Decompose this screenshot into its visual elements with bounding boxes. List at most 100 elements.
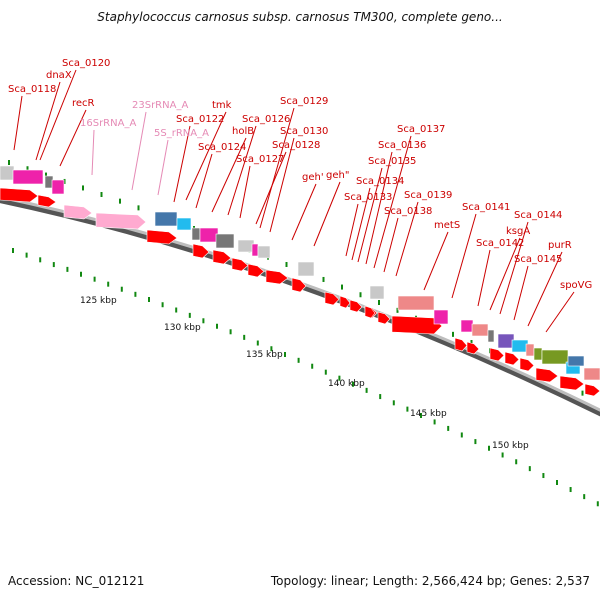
gene-label[interactable]: Sca_0134 xyxy=(356,176,404,187)
gene-label[interactable]: holB xyxy=(232,126,254,137)
gene-label[interactable]: Sca_0137 xyxy=(397,124,445,135)
leader-line xyxy=(195,153,213,209)
tick-dot xyxy=(100,192,103,197)
leader-line xyxy=(351,187,371,261)
gene-label[interactable]: Sca_0129 xyxy=(280,96,328,107)
gene-label[interactable]: Sca_0135 xyxy=(368,156,416,167)
gene-label[interactable]: Sca_0128 xyxy=(272,140,320,151)
minor-tick xyxy=(148,297,150,302)
minor-tick xyxy=(460,432,463,438)
leader-line xyxy=(365,151,393,265)
gene-label[interactable]: metS xyxy=(434,220,460,231)
gene-block xyxy=(511,339,529,353)
gene-label[interactable]: Sca_0136 xyxy=(378,140,426,151)
gene-label[interactable]: Sca_0145 xyxy=(514,254,562,265)
gene-block xyxy=(199,227,219,243)
gene-label[interactable]: spoVG xyxy=(560,280,592,291)
gene-label[interactable]: Sca_0142 xyxy=(476,238,524,249)
minor-tick xyxy=(338,375,341,381)
gene-arrow xyxy=(504,351,520,366)
gene-arrow xyxy=(95,212,147,230)
minor-tick xyxy=(161,302,164,308)
gene-arrow xyxy=(265,269,289,285)
gene-label[interactable]: Sca_0144 xyxy=(514,210,562,221)
gene-label[interactable]: Sca_0139 xyxy=(404,190,452,201)
minor-tick xyxy=(433,419,436,425)
gene-label[interactable]: Sca_0138 xyxy=(384,206,432,217)
gene-label[interactable]: Sca_0118 xyxy=(8,84,56,95)
tick-dot xyxy=(341,284,343,290)
leader-line xyxy=(423,231,449,291)
gene-block xyxy=(487,329,495,343)
minor-tick xyxy=(392,400,395,406)
gene-block xyxy=(369,285,385,300)
gene-block xyxy=(433,309,449,325)
leader-line xyxy=(227,125,257,216)
gene-block xyxy=(533,347,543,361)
gene-label[interactable]: Sca_0120 xyxy=(62,58,110,69)
gene-label[interactable]: 5S_rRNA_A xyxy=(154,128,209,139)
minor-tick xyxy=(488,445,490,451)
kbp-tick-label: 150 kbp xyxy=(492,441,529,451)
leader-line xyxy=(373,135,412,269)
gene-arrow xyxy=(339,295,351,309)
gene-label[interactable]: Sca_0127 xyxy=(236,154,284,165)
minor-tick xyxy=(216,323,218,329)
tick-dot xyxy=(285,262,288,267)
leader-line xyxy=(39,69,77,161)
minor-tick xyxy=(501,452,504,458)
gene-label[interactable]: geh" xyxy=(326,170,349,181)
minor-tick xyxy=(25,252,28,258)
gene-arrow xyxy=(377,311,391,325)
gene-label[interactable]: 23SrRNA_A xyxy=(132,100,188,111)
gene-block xyxy=(215,233,235,249)
leader-line xyxy=(313,181,341,247)
gene-label[interactable]: Sca_0141 xyxy=(462,202,510,213)
tick-dot xyxy=(26,166,29,172)
minor-tick xyxy=(12,248,14,253)
leader-line xyxy=(451,213,477,299)
gene-block xyxy=(191,227,201,241)
gene-label[interactable]: 16SrRNA_A xyxy=(80,118,136,129)
gene-block xyxy=(12,169,44,185)
gene-label[interactable]: Sca_0133 xyxy=(344,192,392,203)
minor-tick xyxy=(352,381,354,387)
kbp-tick-label: 140 kbp xyxy=(328,379,365,389)
kbp-tick-labels: 125 kbp 130 kbp 135 kbp 140 kbp 145 kbp 150 k… xyxy=(80,296,529,451)
gene-label[interactable]: Sca_0126 xyxy=(242,114,290,125)
minor-tick xyxy=(120,286,123,292)
gene-arrow xyxy=(391,315,443,335)
gene-arrow xyxy=(349,299,363,313)
gene-label[interactable]: ksgA xyxy=(506,226,530,237)
leader-line xyxy=(211,137,247,213)
gene-arrow xyxy=(584,383,600,397)
label-leader-lines xyxy=(13,69,575,333)
gene-block xyxy=(397,295,435,311)
accession-text: Accession: NC_012121 xyxy=(8,574,145,588)
gene-label[interactable]: tmk xyxy=(212,100,232,111)
gene-block xyxy=(567,355,585,367)
leader-line xyxy=(513,265,529,321)
gene-label[interactable]: Sca_0124 xyxy=(198,142,246,153)
tick-dot xyxy=(119,198,121,204)
leader-line xyxy=(395,201,419,277)
gene-label[interactable]: recR xyxy=(72,98,95,109)
gene-label[interactable]: geh' xyxy=(302,172,324,183)
gene-arrow xyxy=(37,194,57,208)
minor-tick xyxy=(270,346,273,352)
gene-arrow xyxy=(466,341,480,355)
leader-line xyxy=(269,137,295,233)
gene-label[interactable]: purR xyxy=(548,240,572,251)
tick-dot xyxy=(82,185,84,191)
leader-line xyxy=(345,203,359,257)
gene-label[interactable]: Sca_0122 xyxy=(176,114,224,125)
leader-line xyxy=(131,111,147,191)
minor-tick xyxy=(596,501,599,507)
minor-tick xyxy=(379,394,382,400)
leader-line xyxy=(259,107,295,229)
gene-label[interactable]: Sca_0130 xyxy=(280,126,328,137)
gene-arrow xyxy=(192,243,210,259)
gene-label[interactable]: dnaX xyxy=(46,70,72,81)
gene-block xyxy=(460,319,474,333)
